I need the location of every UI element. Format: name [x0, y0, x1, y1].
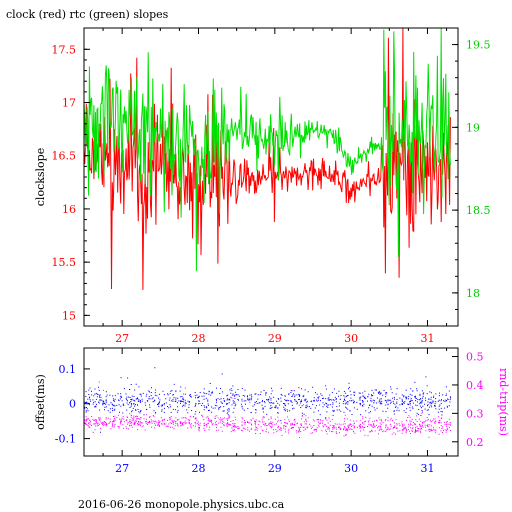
top-ytick-label: 16	[62, 203, 76, 216]
top-y2tick-label: 19	[466, 121, 480, 134]
top-ytick-label: 16.5	[52, 150, 77, 163]
bottom-y2tick-label: 0.3	[466, 407, 484, 420]
top-y2tick-label: 19.5	[466, 39, 491, 52]
bottom-y2tick-label: 0.5	[466, 351, 484, 364]
top-ylabel: clockslope	[34, 148, 47, 206]
bottom-xtick-label: 31	[420, 462, 434, 475]
bottom-ytick-label: 0	[69, 398, 76, 411]
bottom-ytick-label: -0.1	[55, 433, 76, 446]
offset-points	[84, 367, 452, 433]
offset-series	[84, 367, 452, 433]
bottom-axes: 27 28 29 30 31 -0.1 0 0.1 0.2 0.3 0.4 0.5	[55, 348, 484, 475]
top-y2tick-label: 18	[466, 287, 480, 300]
bottom-frame	[83, 347, 459, 457]
bottom-xtick-label: 27	[115, 462, 129, 475]
bottom-panel: 27 28 29 30 31 -0.1 0 0.1 0.2 0.3 0.4 0.5 offset(ms…	[34, 347, 510, 475]
bottom-y2tick-label: 0.4	[466, 379, 484, 392]
top-ytick-label: 15	[62, 309, 76, 322]
top-xtick-label: 31	[420, 332, 434, 345]
bottom-ylabel: offset(ms)	[34, 374, 47, 430]
top-ytick-label: 15.5	[52, 256, 77, 269]
bottom-xtick-label: 30	[344, 462, 358, 475]
rtc-line	[83, 27, 451, 272]
bottom-xtick-label: 28	[191, 462, 205, 475]
top-y2tick-label: 18.5	[466, 204, 491, 217]
top-xtick-label: 28	[191, 332, 205, 345]
top-xtick-label: 30	[344, 332, 358, 345]
rnd-trip-points	[84, 381, 452, 438]
top-ytick-label: 17	[62, 97, 76, 110]
bottom-y2label: rnd-trip(ms)	[497, 368, 510, 436]
top-axes: 27 28 29 30 31 15 15.5 16 16.5 17 17.5 18 18.5 19 19.5	[52, 28, 491, 345]
chart-title: clock (red) rtc (green) slopes	[6, 8, 169, 21]
footer-text: 2016-06-26 monopole.physics.ubc.ca	[78, 498, 285, 511]
top-panel: 27 28 29 30 31 15 15.5 16 16.5 17 17.5 18 18.5 19 19.5…	[34, 27, 491, 345]
bottom-y2tick-label: 0.2	[466, 436, 484, 449]
top-xtick-label: 27	[115, 332, 129, 345]
top-ytick-label: 17.5	[52, 43, 77, 56]
bottom-ytick-label: 0.1	[59, 363, 77, 376]
bottom-xtick-label: 29	[268, 462, 282, 475]
rtc-series	[83, 27, 451, 272]
rnd-trip-series	[84, 381, 452, 438]
top-xtick-label: 29	[268, 332, 282, 345]
